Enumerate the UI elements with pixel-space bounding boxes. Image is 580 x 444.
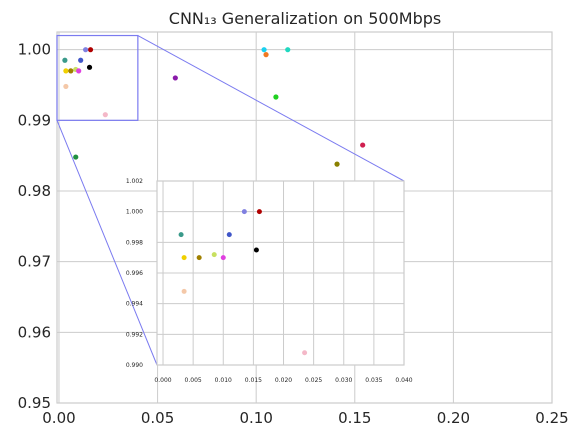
data-point [63, 83, 69, 90]
inset-frame [156, 180, 405, 366]
inset-x-tick-label: 0.015 [245, 377, 262, 384]
data-point [86, 64, 93, 70]
x-tick-label: 0.25 [535, 409, 568, 427]
inset-y-tick-label: 0.996 [126, 270, 143, 277]
inset-data-point [253, 247, 259, 253]
data-point [172, 75, 178, 81]
chart-title: CNN₁₃ Generalization on 500Mbps [169, 9, 441, 28]
data-point [82, 47, 89, 53]
data-point [334, 161, 340, 167]
inset-x-tick-label: 0.035 [365, 377, 382, 384]
inset-data-point [211, 252, 217, 258]
inset-data-point [256, 209, 262, 215]
y-tick-label: 0.97 [18, 253, 51, 271]
inset-data-point [178, 232, 184, 238]
data-point [273, 94, 279, 100]
x-tick-label: 0.10 [239, 409, 272, 427]
inset-x-tick-label: 0.025 [305, 377, 322, 384]
inset-y-tick-label: 0.992 [126, 331, 143, 338]
data-point [63, 68, 69, 74]
data-point [261, 47, 267, 53]
y-tick-label: 1.00 [18, 41, 51, 59]
inset-y-tick-label: 0.994 [126, 301, 143, 308]
data-point [285, 47, 291, 53]
inset-x-tick-label: 0.030 [335, 377, 352, 384]
inset-data-point [226, 232, 232, 238]
x-tick-label: 0.00 [42, 409, 75, 427]
inset-data-point [241, 209, 247, 215]
data-point [76, 68, 82, 74]
inset-y-tick-label: 0.990 [126, 362, 143, 369]
data-point [87, 47, 94, 53]
y-tick-label: 0.98 [18, 182, 51, 200]
data-point [102, 112, 108, 118]
inset-data-point [181, 288, 187, 294]
x-tick-label: 0.20 [437, 409, 470, 427]
inset-data-point [196, 255, 202, 261]
y-tick-label: 0.95 [18, 394, 51, 412]
x-tick-label: 0.05 [141, 409, 174, 427]
x-tick-label: 0.15 [338, 409, 371, 427]
data-point [78, 57, 84, 63]
inset-data-point [302, 350, 308, 356]
y-tick-label: 0.96 [18, 323, 51, 341]
data-point [73, 154, 79, 160]
inset-data-point [220, 255, 226, 261]
data-point [68, 68, 74, 74]
inset-data-point [181, 255, 187, 261]
zoom-connector-line [137, 35, 405, 182]
inset-y-tick-label: 1.000 [126, 209, 143, 216]
data-point [360, 142, 366, 148]
inset-y-tick-label: 0.998 [126, 239, 143, 246]
inset-x-tick-label: 0.005 [185, 377, 202, 384]
data-point [263, 52, 269, 58]
zoom-region-box [56, 34, 139, 121]
inset-x-tick-label: 0.000 [154, 377, 171, 384]
inset-x-tick-label: 0.040 [395, 377, 412, 384]
zoom-connector-line [56, 120, 158, 366]
inset-x-tick-label: 0.020 [275, 377, 292, 384]
data-point [62, 57, 68, 63]
inset-y-tick-label: 1.002 [126, 178, 143, 185]
inset-x-tick-label: 0.010 [215, 377, 232, 384]
plot-frame [56, 31, 553, 404]
y-tick-label: 0.99 [18, 111, 51, 129]
